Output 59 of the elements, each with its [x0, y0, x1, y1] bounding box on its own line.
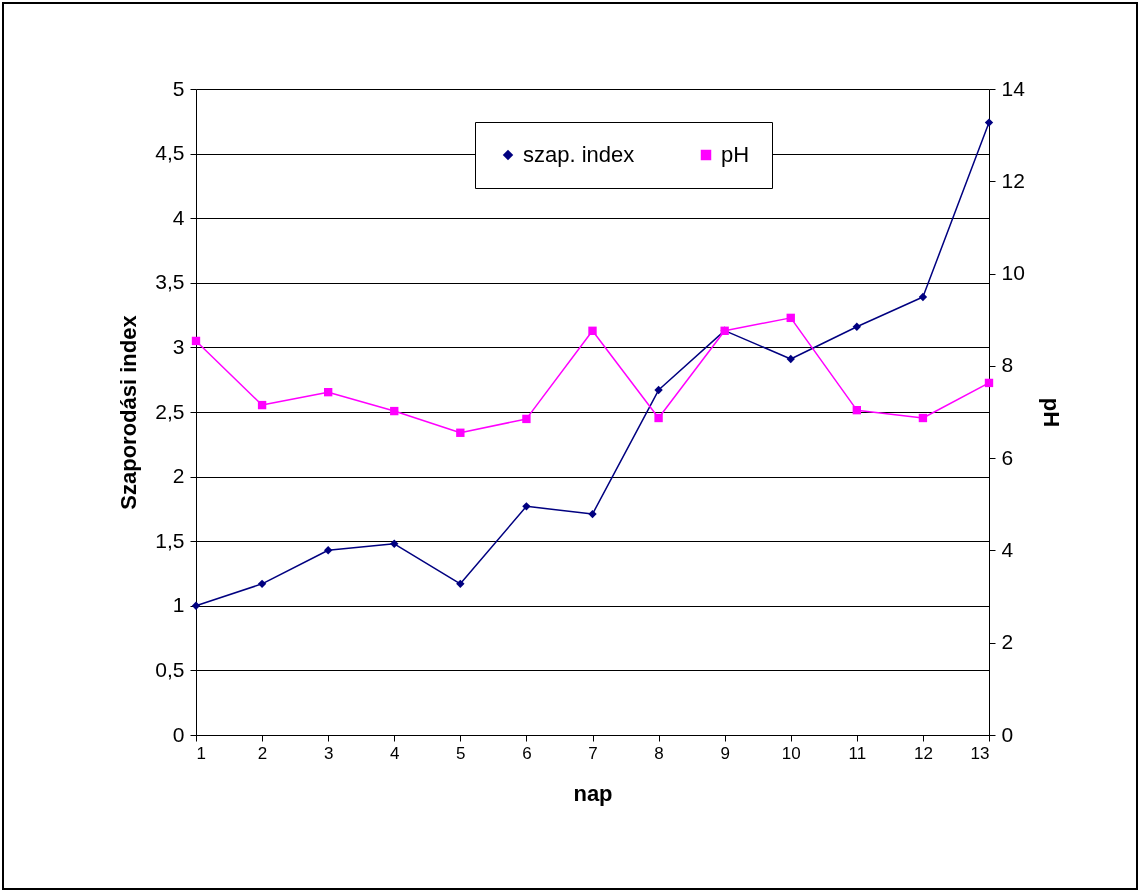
point [588, 326, 597, 335]
point [323, 387, 333, 397]
y-axis-title: Szaporodási index [116, 314, 142, 510]
y2-tick-label: 14 [1001, 76, 1026, 100]
y-tick-label: 0,5 [155, 657, 185, 681]
y-tick-label: 2,5 [155, 399, 185, 423]
x-tick-label: 7 [588, 743, 598, 763]
x-tick-label: 11 [848, 743, 867, 763]
point [588, 509, 597, 519]
y-tick-label: 2 [172, 464, 185, 488]
y2-tick-label: 8 [1001, 353, 1014, 377]
x-tick-label: 2 [257, 743, 268, 763]
y2-tick-label: 2 [1001, 630, 1014, 654]
point [654, 413, 663, 423]
y2-axis-title: pH [1038, 397, 1064, 428]
x-tick-label: 4 [390, 743, 400, 763]
y2-tick-label: 0 [1001, 722, 1014, 746]
point [390, 406, 399, 416]
point [323, 546, 333, 555]
y-tick-label: 4,5 [155, 141, 185, 165]
y-tick-label: 1,5 [155, 528, 185, 552]
x-tick-label: 1 [196, 743, 206, 763]
x-tick-label: 5 [456, 743, 466, 763]
y-tick-label: 4 [172, 205, 185, 229]
legend-label: pH [721, 142, 750, 167]
point [918, 292, 928, 302]
point [984, 378, 994, 388]
point [522, 414, 531, 424]
y-tick-label: 1 [172, 593, 185, 617]
x-tick-label: 8 [654, 743, 664, 763]
point [786, 354, 795, 364]
y-tick-label: 5 [172, 76, 185, 100]
point [852, 405, 862, 415]
x-tick-label: 3 [323, 743, 334, 763]
point [786, 313, 795, 323]
y-tick-label: 0 [172, 722, 185, 746]
x-tick-label: 10 [781, 743, 801, 763]
legend-label: szap. index [523, 142, 635, 167]
y2-tick-label: 10 [1001, 261, 1025, 285]
x-tick-label: 6 [522, 743, 532, 763]
x-tick-label: 13 [970, 743, 990, 763]
point [257, 400, 267, 410]
y2-tick-label: 12 [1001, 168, 1025, 192]
point [456, 428, 465, 437]
y2-tick-label: 6 [1001, 445, 1014, 469]
y-tick-label: 3 [172, 334, 185, 358]
point [257, 579, 267, 589]
point [654, 385, 663, 395]
x-axis-title: nap [573, 780, 613, 806]
point [918, 413, 928, 423]
x-tick-label: 9 [720, 743, 730, 763]
point [984, 118, 994, 127]
point [456, 579, 465, 589]
point [390, 539, 399, 548]
y2-tick-label: 4 [1001, 537, 1014, 561]
y-tick-label: 3,5 [155, 270, 185, 294]
point [852, 322, 862, 331]
point [522, 502, 531, 511]
x-tick-label: 12 [913, 743, 933, 763]
